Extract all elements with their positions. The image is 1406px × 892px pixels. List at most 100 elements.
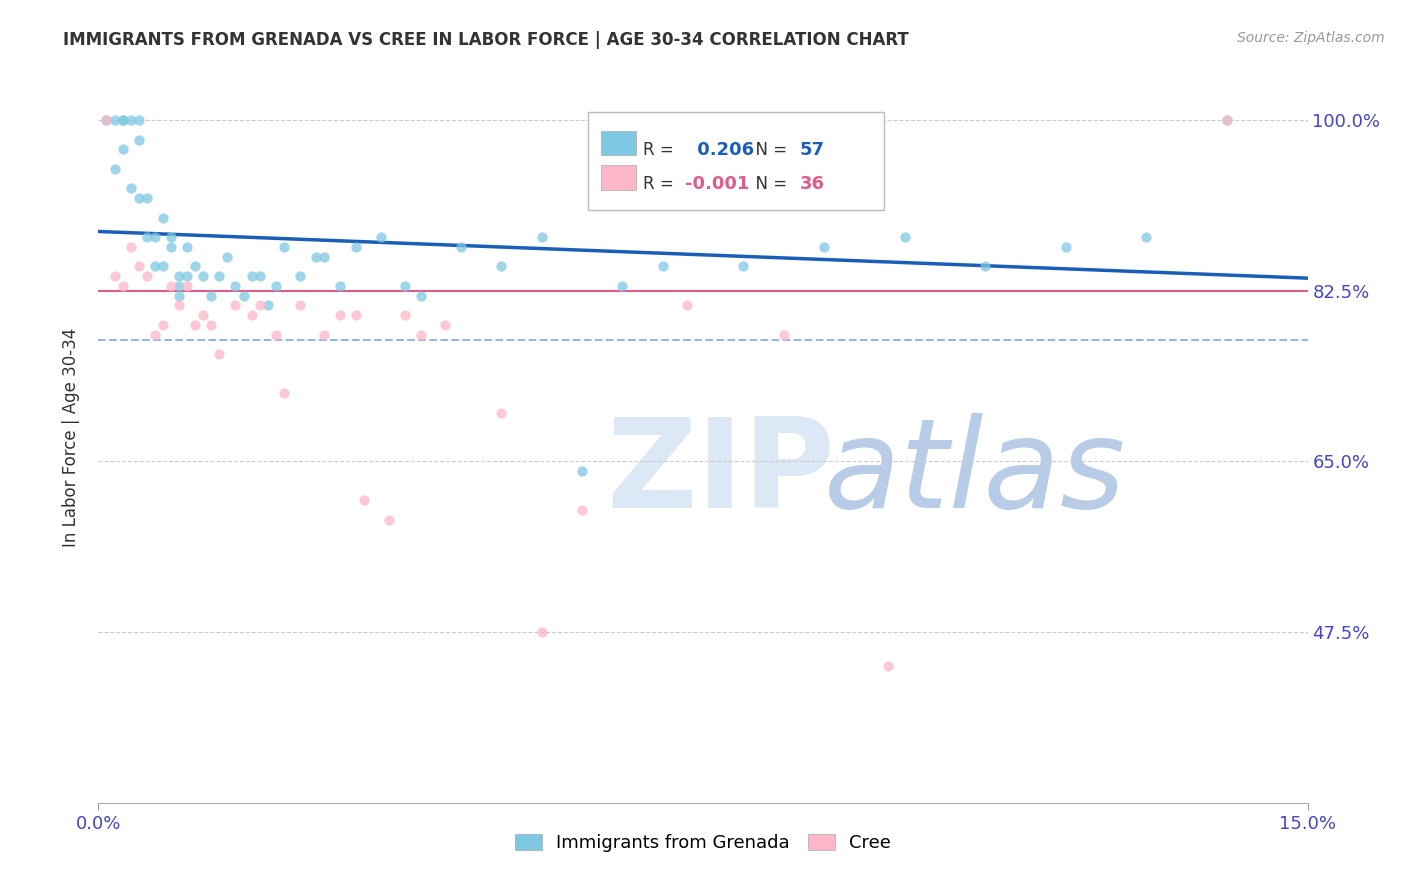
Point — [193, 269, 215, 284]
Point — [120, 181, 142, 195]
Point — [240, 308, 263, 322]
Point — [111, 113, 134, 128]
Point — [394, 308, 416, 322]
Point — [491, 406, 513, 420]
Point — [224, 298, 246, 312]
Point — [249, 298, 271, 312]
Point — [305, 250, 328, 264]
Text: ZIP: ZIP — [606, 413, 835, 534]
Text: 0.206: 0.206 — [690, 141, 754, 159]
Point — [893, 230, 915, 244]
Point — [120, 240, 142, 254]
Point — [530, 625, 553, 640]
Point — [103, 161, 125, 176]
Point — [256, 298, 278, 312]
Point — [160, 240, 183, 254]
Point — [394, 279, 416, 293]
Text: Source: ZipAtlas.com: Source: ZipAtlas.com — [1237, 31, 1385, 45]
Point — [329, 279, 352, 293]
Point — [344, 240, 367, 254]
Point — [344, 308, 367, 322]
Point — [111, 113, 134, 128]
Point — [152, 211, 174, 225]
Point — [877, 659, 900, 673]
Point — [571, 503, 593, 517]
Point — [111, 279, 134, 293]
Point — [184, 260, 207, 274]
FancyBboxPatch shape — [602, 165, 637, 190]
Point — [273, 386, 295, 401]
Point — [152, 318, 174, 332]
FancyBboxPatch shape — [602, 130, 637, 155]
Point — [128, 260, 150, 274]
Point — [111, 142, 134, 156]
Point — [176, 240, 198, 254]
Point — [143, 327, 166, 342]
Point — [96, 113, 118, 128]
Point — [434, 318, 457, 332]
Point — [103, 269, 125, 284]
Point — [249, 269, 271, 284]
FancyBboxPatch shape — [588, 112, 884, 211]
Point — [409, 327, 432, 342]
Text: -0.001: -0.001 — [685, 175, 749, 194]
Point — [264, 279, 287, 293]
Point — [96, 113, 118, 128]
Point — [167, 279, 190, 293]
Point — [103, 113, 125, 128]
Point — [1135, 230, 1157, 244]
Text: 36: 36 — [800, 175, 825, 194]
Point — [135, 230, 157, 244]
Point — [273, 240, 295, 254]
Point — [184, 318, 207, 332]
Y-axis label: In Labor Force | Age 30-34: In Labor Force | Age 30-34 — [62, 327, 80, 547]
Point — [217, 250, 239, 264]
Point — [370, 230, 392, 244]
Text: N =: N = — [745, 175, 793, 194]
Point — [240, 269, 263, 284]
Point — [612, 279, 634, 293]
Point — [135, 191, 157, 205]
Point — [530, 230, 553, 244]
Point — [813, 240, 835, 254]
Point — [200, 288, 222, 302]
Point — [167, 269, 190, 284]
Point — [264, 327, 287, 342]
Point — [314, 327, 336, 342]
Point — [314, 250, 336, 264]
Point — [160, 279, 183, 293]
Point — [353, 493, 375, 508]
Point — [128, 133, 150, 147]
Point — [409, 288, 432, 302]
Point — [176, 279, 198, 293]
Point — [128, 191, 150, 205]
Point — [143, 260, 166, 274]
Point — [571, 464, 593, 478]
Point — [200, 318, 222, 332]
Point — [128, 113, 150, 128]
Text: N =: N = — [745, 141, 793, 159]
Point — [491, 260, 513, 274]
Point — [288, 269, 311, 284]
Point — [1054, 240, 1077, 254]
Point — [208, 269, 231, 284]
Point — [143, 230, 166, 244]
Point — [288, 298, 311, 312]
Point — [120, 113, 142, 128]
Point — [193, 308, 215, 322]
Point — [651, 260, 673, 274]
Point — [232, 288, 254, 302]
Point — [1216, 113, 1239, 128]
Point — [208, 347, 231, 361]
Point — [974, 260, 997, 274]
Point — [676, 298, 699, 312]
Text: R =: R = — [643, 141, 679, 159]
Point — [329, 308, 352, 322]
Point — [377, 513, 399, 527]
Legend: Immigrants from Grenada, Cree: Immigrants from Grenada, Cree — [508, 827, 898, 860]
Text: IMMIGRANTS FROM GRENADA VS CREE IN LABOR FORCE | AGE 30-34 CORRELATION CHART: IMMIGRANTS FROM GRENADA VS CREE IN LABOR… — [63, 31, 910, 49]
Point — [224, 279, 246, 293]
Point — [167, 288, 190, 302]
Point — [1216, 113, 1239, 128]
Text: 57: 57 — [800, 141, 825, 159]
